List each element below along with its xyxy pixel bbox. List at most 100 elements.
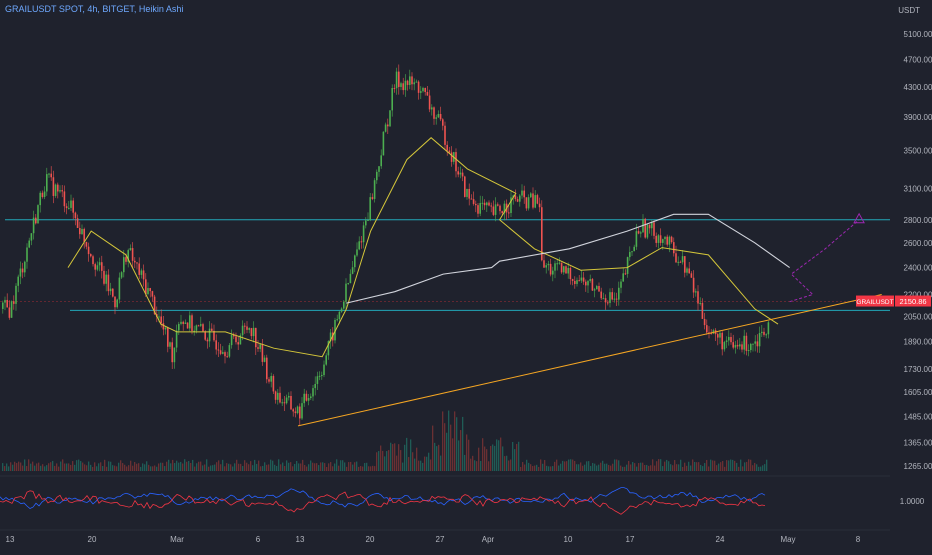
volume-bar bbox=[174, 463, 176, 471]
volume-bar bbox=[302, 459, 304, 471]
volume-bar bbox=[628, 460, 630, 471]
candle-body bbox=[351, 267, 354, 274]
volume-bar bbox=[62, 459, 64, 471]
volume-bar bbox=[476, 461, 478, 471]
volume-bar bbox=[286, 460, 288, 471]
volume-bar bbox=[596, 465, 598, 471]
candle-body bbox=[142, 270, 145, 280]
candle-body bbox=[422, 87, 424, 92]
volume-bar bbox=[610, 465, 612, 471]
candle-body bbox=[640, 232, 642, 234]
candle-body bbox=[637, 231, 640, 234]
candle-body bbox=[534, 195, 536, 208]
candle-body bbox=[312, 388, 314, 397]
volume-bar bbox=[198, 461, 200, 471]
candle-body bbox=[140, 270, 143, 275]
volume-bar bbox=[252, 465, 254, 471]
volume-bar bbox=[168, 459, 170, 471]
candle-body bbox=[558, 262, 561, 264]
candle-body bbox=[224, 352, 226, 357]
volume-bar bbox=[696, 462, 698, 471]
volume-bar bbox=[654, 465, 656, 471]
volume-bar bbox=[170, 463, 172, 471]
volume-bar bbox=[82, 462, 84, 471]
volume-bar bbox=[138, 463, 140, 471]
candle-body bbox=[202, 324, 204, 332]
candle-body bbox=[204, 331, 206, 340]
candle-body bbox=[171, 342, 173, 363]
candle-body bbox=[721, 332, 723, 350]
candle-body bbox=[611, 292, 613, 300]
candle-body bbox=[525, 197, 528, 209]
candle-body bbox=[217, 349, 220, 351]
volume-bar bbox=[426, 456, 428, 471]
volume-bar bbox=[644, 465, 646, 471]
candle-body bbox=[343, 301, 345, 309]
volume-bar bbox=[264, 462, 266, 471]
volume-bar bbox=[234, 463, 236, 471]
volume-bar bbox=[188, 460, 190, 471]
candle-body bbox=[736, 344, 739, 347]
candle-body bbox=[400, 83, 402, 87]
candle-body bbox=[54, 184, 57, 196]
candle-body bbox=[501, 211, 503, 214]
volume-bar bbox=[480, 460, 482, 471]
volume-bar bbox=[420, 460, 422, 471]
candle-body bbox=[574, 280, 576, 284]
candle-body bbox=[164, 327, 167, 330]
candle-body bbox=[732, 342, 734, 348]
candle-body bbox=[239, 335, 242, 345]
volume-bar bbox=[454, 411, 456, 471]
candle-body bbox=[402, 83, 404, 91]
candle-body bbox=[503, 203, 506, 214]
currency-label: USDT bbox=[898, 6, 920, 15]
volume-bar bbox=[238, 463, 240, 471]
candle-body bbox=[325, 355, 327, 365]
candle-body bbox=[415, 81, 418, 83]
candle-body bbox=[470, 198, 473, 200]
y-tick-label: 5100.00 bbox=[904, 30, 932, 39]
candle-body bbox=[624, 273, 627, 275]
yellow-moving-average bbox=[67, 137, 779, 358]
volume-bar bbox=[392, 444, 394, 471]
candle-body bbox=[541, 207, 543, 261]
volume-bar bbox=[734, 460, 736, 471]
volume-bar bbox=[582, 465, 584, 471]
volume-bar bbox=[714, 460, 716, 471]
candle-body bbox=[578, 280, 580, 282]
volume-bar bbox=[130, 460, 132, 471]
candle-body bbox=[739, 344, 741, 347]
candle-body bbox=[622, 273, 624, 282]
candle-body bbox=[10, 301, 13, 318]
candle-body bbox=[213, 330, 215, 341]
volume-bar bbox=[314, 463, 316, 471]
candle-body bbox=[367, 220, 369, 222]
volume-bar bbox=[370, 466, 372, 471]
candle-body bbox=[371, 197, 374, 199]
candle-body bbox=[585, 281, 587, 286]
volume-bar bbox=[256, 463, 258, 471]
volume-bar bbox=[288, 462, 290, 471]
volume-bar bbox=[186, 461, 188, 471]
candle-body bbox=[318, 375, 321, 377]
volume-bar bbox=[694, 461, 696, 471]
volume-bar bbox=[146, 461, 148, 471]
volume-bar bbox=[240, 463, 242, 471]
volume-bar bbox=[710, 459, 712, 471]
candle-body bbox=[435, 117, 437, 119]
candle-body bbox=[266, 357, 268, 380]
candle-body bbox=[191, 315, 193, 331]
candle-body bbox=[158, 316, 160, 318]
candle-body bbox=[30, 233, 33, 241]
volume-bar bbox=[312, 462, 314, 471]
candle-body bbox=[303, 393, 305, 404]
candle-body bbox=[347, 283, 349, 285]
candle-body bbox=[228, 345, 231, 357]
candle-body bbox=[226, 356, 228, 358]
volume-bar bbox=[142, 463, 144, 471]
volume-bar bbox=[382, 450, 384, 471]
candle-body bbox=[395, 71, 398, 89]
volume-bar bbox=[586, 461, 588, 471]
candle-body bbox=[651, 222, 653, 229]
